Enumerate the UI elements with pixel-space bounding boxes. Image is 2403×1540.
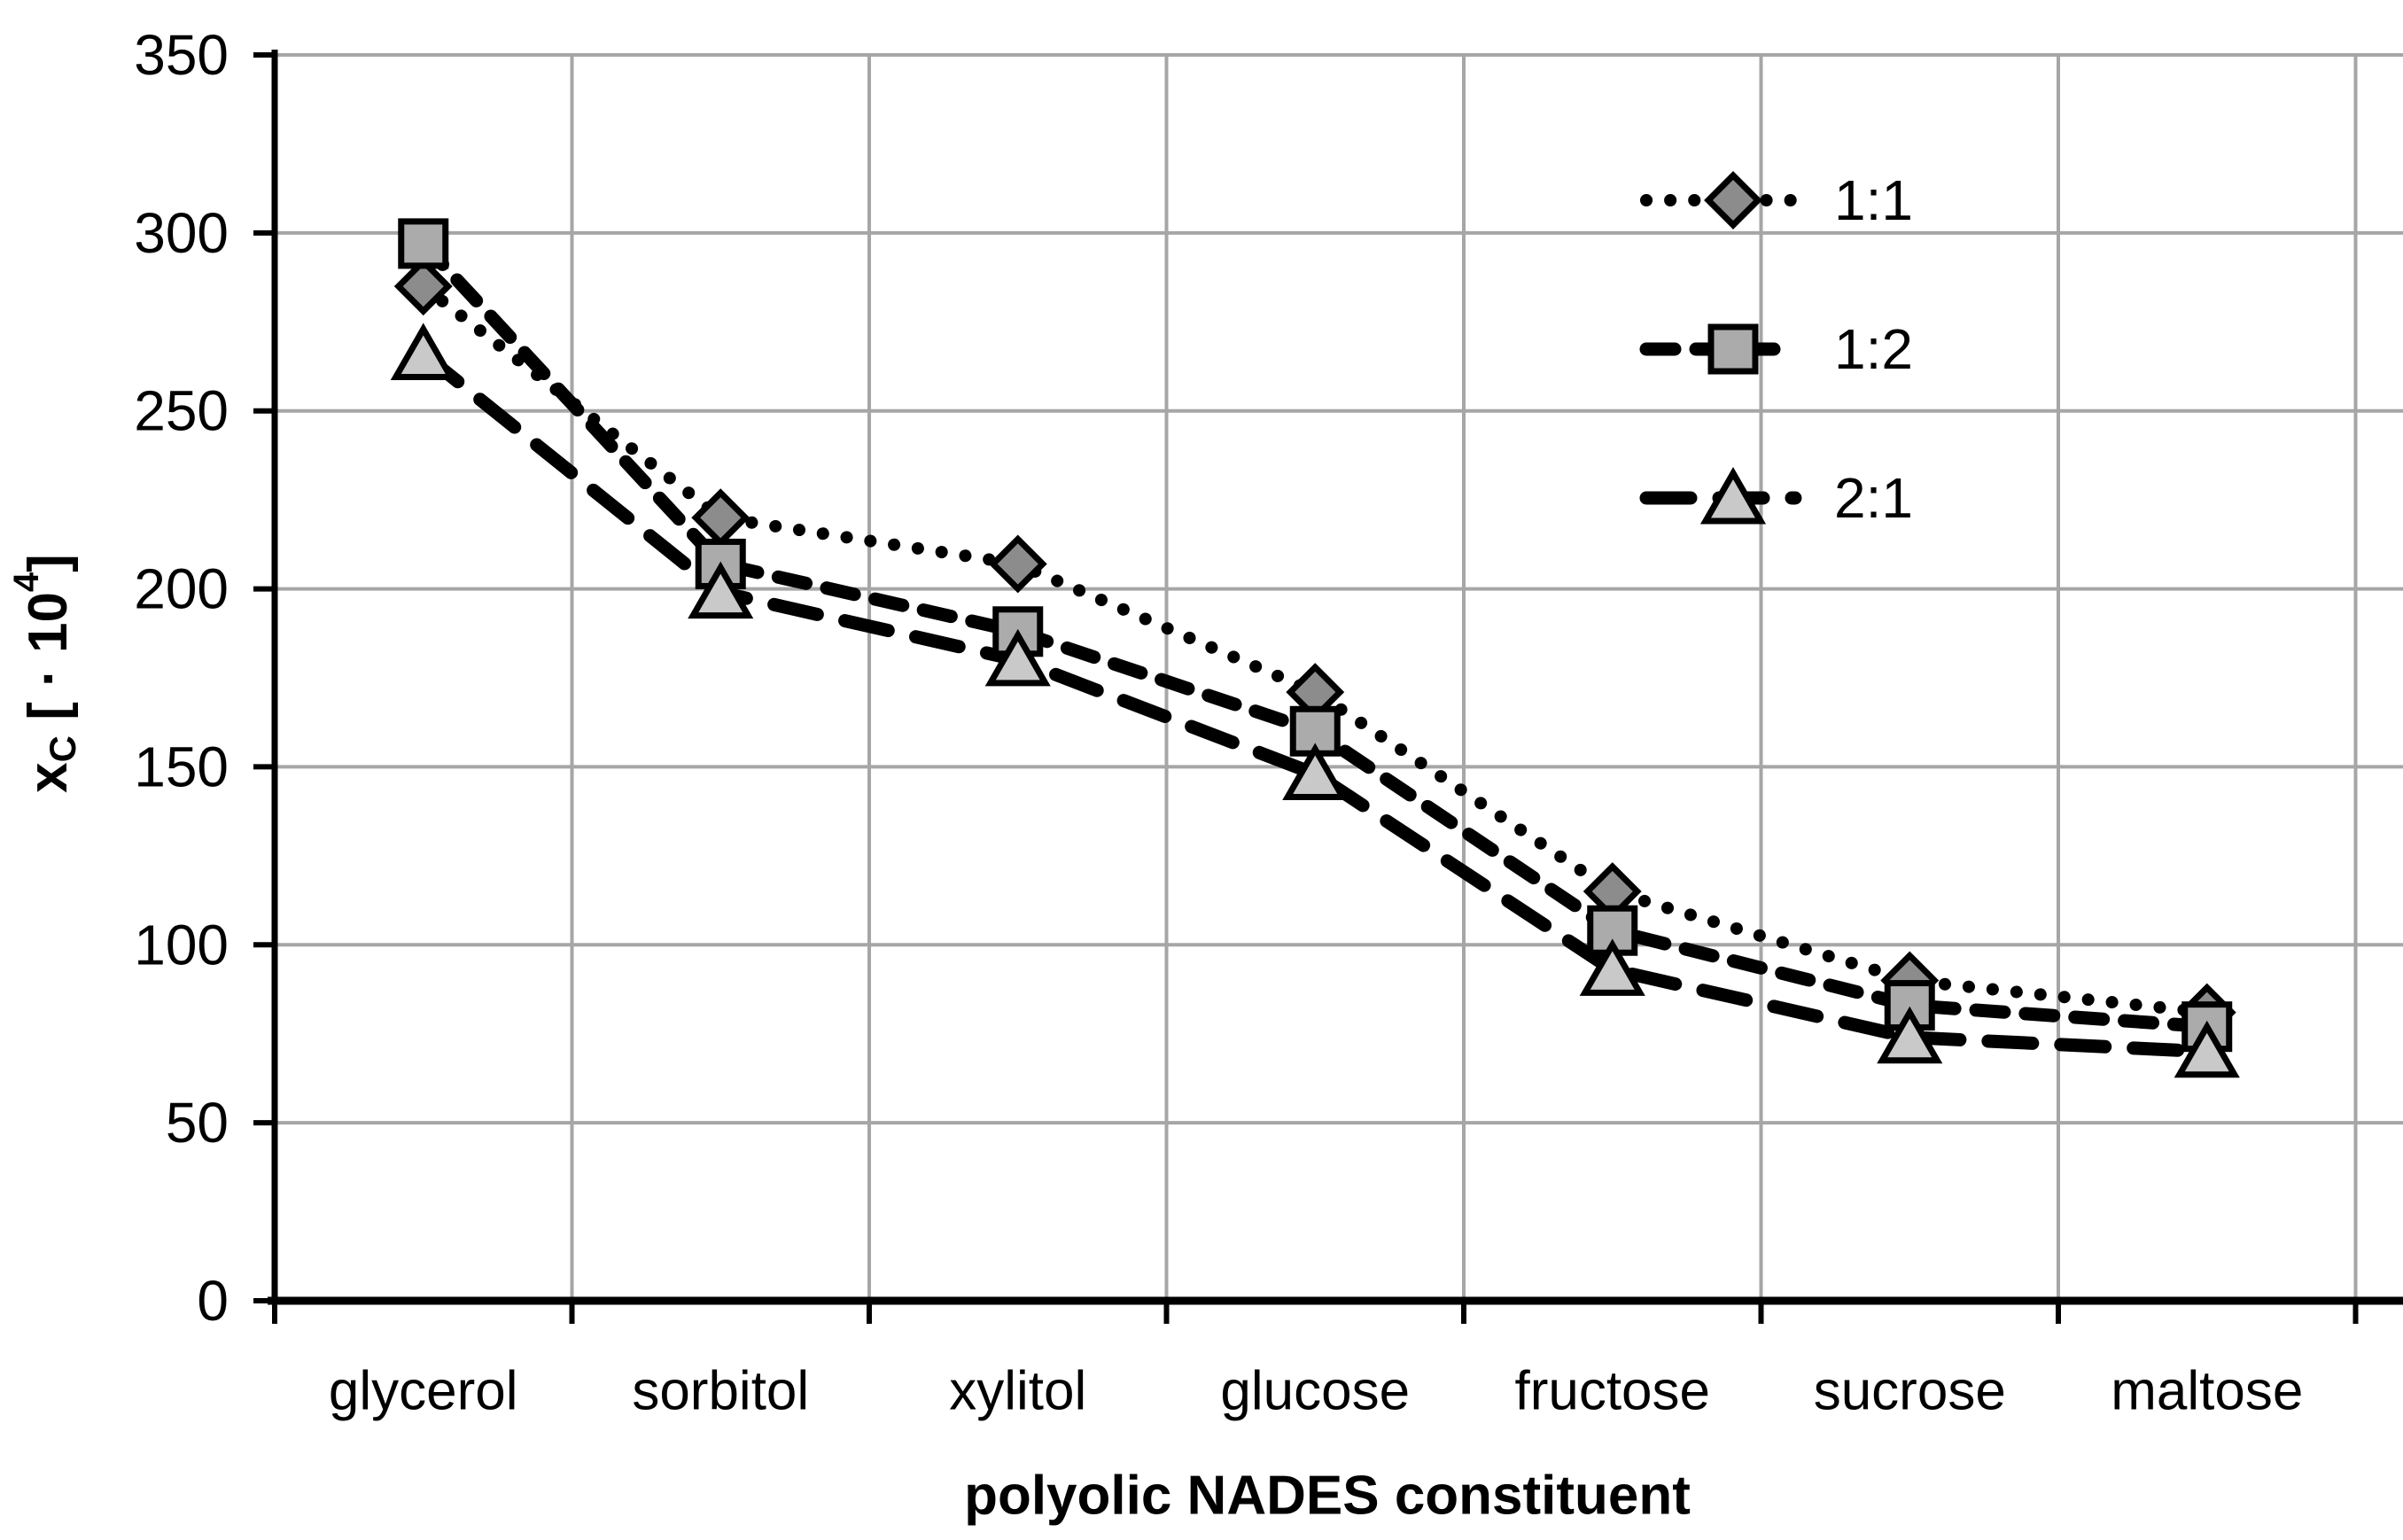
y-tick-label: 200 (134, 557, 229, 621)
marker-diamond (988, 534, 1047, 594)
y-tick-label: 150 (134, 735, 229, 798)
series-markers (390, 218, 2240, 1078)
x-category-label: glycerol (329, 1361, 518, 1422)
legend-label: 2:1 (1834, 466, 1913, 530)
markers-1-1 (393, 257, 2236, 1042)
marker-diamond (691, 488, 750, 548)
y-tick-label: 100 (134, 913, 229, 976)
y-tick-label: 300 (134, 201, 229, 265)
marker-triangle (390, 323, 456, 380)
legend: 1:1 1:2 2:1 (1639, 168, 1913, 530)
x-axis-title: polyolic NADES constituent (964, 1466, 1691, 1527)
legend-marker-square (1707, 323, 1759, 375)
marker-triangle (688, 561, 754, 619)
x-category-label: xylitol (949, 1361, 1086, 1422)
legend-marker-triangle (1699, 466, 1767, 525)
x-category-label: maltose (2111, 1361, 2303, 1422)
y-axis-title: xC [ · 104] (7, 554, 83, 793)
y-tick-labels: 0 50 100 150 200 250 300 350 (134, 23, 229, 1333)
marker-triangle (2174, 1020, 2240, 1078)
y-tick-label: 350 (134, 23, 229, 87)
markers-1-2 (398, 218, 2233, 1053)
markers-2-1 (390, 323, 2240, 1078)
legend-marker-diamond (1704, 171, 1762, 229)
x-category-label: glucose (1220, 1361, 1410, 1422)
y-tick-label: 0 (197, 1269, 229, 1333)
legend-label: 1:1 (1834, 168, 1913, 232)
marker-triangle (1877, 1006, 1943, 1064)
marker-triangle (984, 628, 1051, 687)
marker-diamond (393, 257, 453, 316)
legend-label: 1:2 (1834, 317, 1913, 381)
marker-triangle (1282, 743, 1349, 800)
gridlines (275, 53, 2403, 1301)
marker-triangle (1579, 938, 1645, 996)
axes (253, 50, 2403, 1324)
x-category-label: sucrose (1814, 1361, 2006, 1422)
series-lines (416, 237, 2214, 1059)
x-category-labels: glycerol sorbitol xylitol glucose fructose su… (329, 1361, 2303, 1422)
x-category-label: fructose (1514, 1361, 1710, 1422)
marker-square (398, 218, 449, 269)
y-tick-label: 50 (166, 1091, 229, 1155)
y-tick-label: 250 (134, 379, 229, 443)
legend-item-2-1: 2:1 (1639, 466, 1913, 530)
legend-item-1-2: 1:2 (1639, 317, 1913, 381)
legend-item-1-1: 1:1 (1640, 168, 1913, 232)
series-line-1-1 (416, 280, 2213, 1019)
series-line-1-2 (416, 237, 2214, 1034)
x-category-label: sorbitol (632, 1361, 809, 1422)
